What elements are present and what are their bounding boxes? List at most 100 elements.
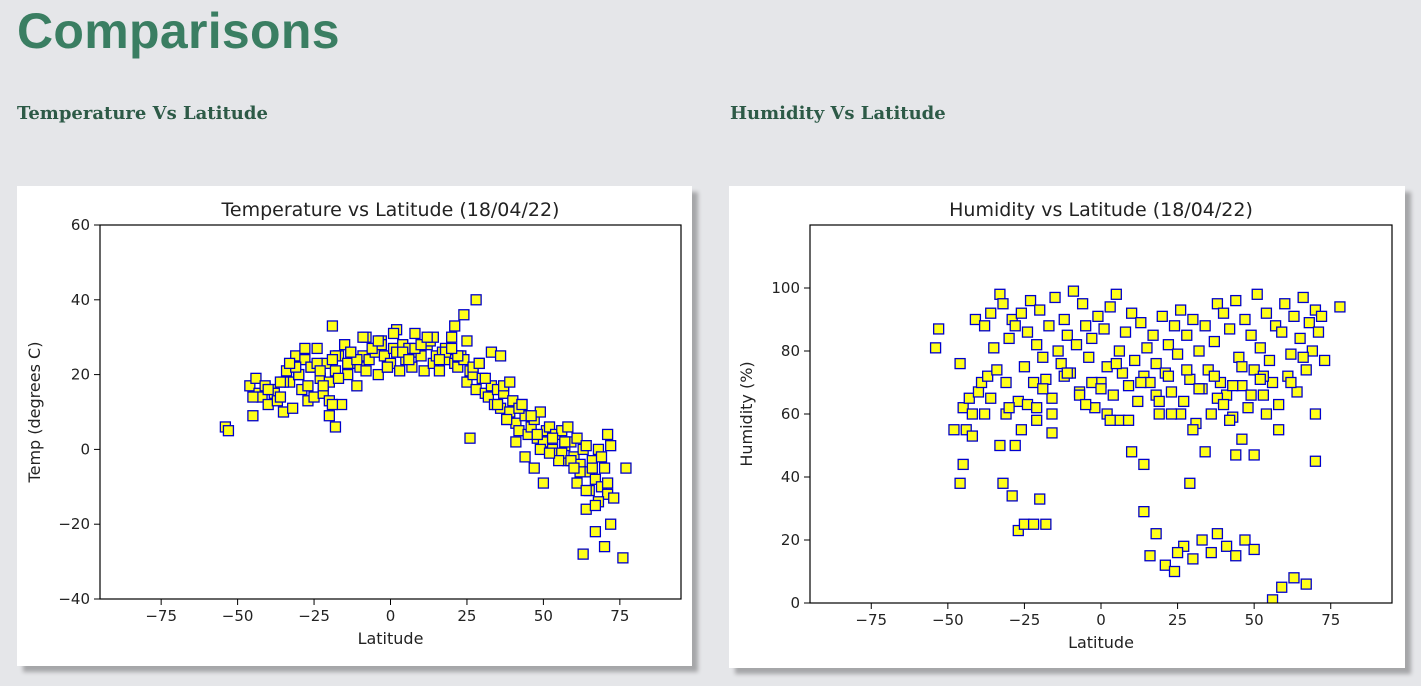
data-point [1165, 408, 1178, 420]
data-point [326, 353, 339, 366]
data-point [1147, 329, 1159, 341]
data-point [378, 350, 391, 362]
data-point [446, 342, 458, 355]
data-point [994, 439, 1006, 452]
data-point [302, 380, 314, 392]
data-point [470, 383, 482, 396]
data-point [1119, 326, 1132, 338]
data-point [1276, 326, 1288, 338]
data-point [1034, 493, 1046, 505]
y-tick-label: 80 [781, 342, 800, 360]
data-point [1104, 301, 1116, 313]
data-point [464, 432, 476, 444]
humidity-chart-card: Humidity vs Latitude (18/04/22) −75 −50 −25… [729, 186, 1405, 668]
data-point [1291, 386, 1303, 398]
data-point [1257, 389, 1269, 401]
data-point [985, 392, 997, 404]
data-point [1135, 316, 1147, 329]
data-point [1184, 373, 1196, 386]
data-point [586, 462, 598, 474]
data-point [957, 458, 969, 471]
data-point [1034, 304, 1046, 316]
data-point [1043, 320, 1055, 332]
x-tick-label: 75 [610, 607, 629, 625]
data-point [537, 477, 550, 489]
data-point [1193, 383, 1205, 395]
data-point [1269, 320, 1282, 332]
data-point [1046, 408, 1058, 420]
data-point [479, 372, 491, 384]
data-point [982, 370, 994, 382]
x-tick-label: 0 [386, 607, 396, 625]
data-point [1122, 414, 1135, 426]
data-point [988, 342, 1000, 354]
data-point [1220, 540, 1233, 552]
y-tick-label: 60 [781, 405, 800, 423]
data-point [1245, 389, 1257, 401]
data-point [559, 436, 571, 448]
data-point [1113, 414, 1126, 426]
data-point [1037, 383, 1049, 395]
x-tick-label: 50 [534, 607, 553, 625]
data-point [470, 294, 482, 306]
data-point [1297, 351, 1309, 363]
data-point [1217, 307, 1230, 319]
data-point [1285, 376, 1297, 389]
data-point [357, 331, 369, 343]
data-point [1263, 354, 1276, 367]
temperature-scatter-chart: Temperature vs Latitude (18/04/22) −75 −50… [25, 199, 682, 648]
data-point [1003, 332, 1015, 345]
data-point [372, 335, 384, 347]
data-point [1138, 505, 1150, 518]
data-point [314, 365, 326, 377]
data-point [1000, 376, 1012, 389]
data-point [1248, 364, 1260, 376]
section-heading-humidity: Humidity Vs Latitude [730, 103, 946, 124]
data-point [1230, 294, 1242, 307]
data-point [1015, 307, 1028, 319]
data-point [534, 406, 546, 418]
data-point [1181, 364, 1193, 376]
data-point [1217, 398, 1230, 411]
data-point [1058, 313, 1070, 326]
data-point [1208, 370, 1220, 382]
data-point [1141, 342, 1153, 354]
data-point [1168, 320, 1181, 332]
data-point [1309, 455, 1322, 467]
data-point [1205, 546, 1217, 559]
data-point [510, 436, 522, 448]
data-point [381, 361, 394, 373]
data-point [1266, 376, 1279, 389]
data-point [250, 372, 262, 384]
data-point [1015, 424, 1028, 436]
data-point [966, 430, 978, 442]
data-point [403, 353, 415, 366]
scatter-points [929, 285, 1346, 603]
data-point [1168, 565, 1181, 578]
data-point [482, 391, 495, 403]
data-point [1031, 402, 1043, 414]
data-point [1227, 379, 1239, 392]
data-point [1031, 414, 1043, 426]
data-point [415, 339, 427, 351]
data-point [1018, 518, 1031, 530]
data-point [1092, 310, 1104, 322]
data-point [1009, 320, 1021, 332]
y-axis-label: Humidity (%) [737, 361, 756, 466]
data-point [262, 383, 274, 396]
data-point [598, 540, 611, 553]
data-point [461, 335, 473, 347]
data-point [1027, 518, 1040, 530]
data-point [1254, 342, 1266, 354]
data-point [222, 425, 235, 437]
data-point [568, 462, 580, 474]
x-tick-label: 0 [1096, 611, 1106, 629]
data-point [1193, 345, 1205, 357]
data-point [1012, 395, 1024, 408]
data-point [577, 548, 589, 560]
x-tick-label: −25 [1009, 611, 1041, 629]
data-point [620, 462, 632, 474]
data-point [247, 391, 259, 403]
data-point [513, 425, 525, 437]
data-point [1037, 351, 1049, 363]
